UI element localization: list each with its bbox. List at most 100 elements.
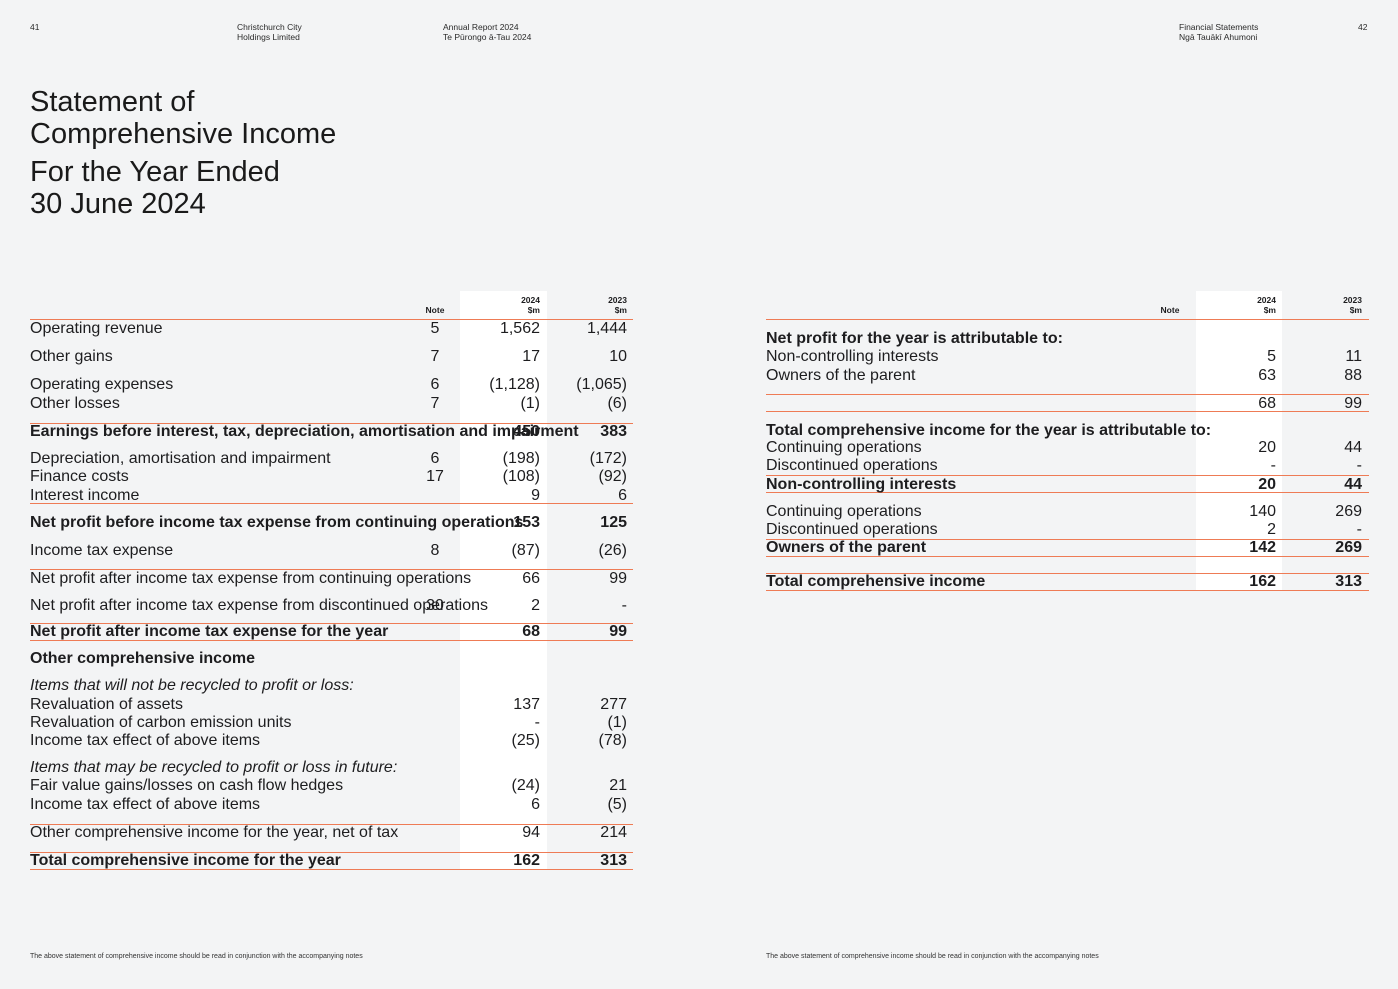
table-row: Items that will not be recycled to profi… bbox=[30, 677, 633, 694]
row-label: Discontinued operations bbox=[766, 457, 938, 474]
table-rule bbox=[766, 556, 1369, 557]
row-value-2024: (24) bbox=[511, 777, 540, 794]
row-label: Earnings before interest, tax, depreciat… bbox=[30, 423, 579, 440]
table-rule bbox=[30, 569, 633, 570]
table-row: Net profit before income tax expense fro… bbox=[30, 514, 633, 531]
table-rule bbox=[30, 623, 633, 624]
table-rule bbox=[30, 640, 633, 641]
row-value-2024: 5 bbox=[1267, 348, 1276, 365]
table-row: Other losses 7 (1) (6) bbox=[30, 395, 633, 412]
table-row: Non-controlling interests 5 11 bbox=[766, 348, 1369, 365]
row-value-2023: 383 bbox=[600, 423, 627, 440]
organisation-name: Christchurch City Holdings Limited bbox=[237, 22, 302, 42]
table-rule bbox=[766, 319, 1369, 320]
row-note: 7 bbox=[430, 395, 440, 412]
row-label: Items that will not be recycled to profi… bbox=[30, 677, 354, 694]
row-value-2024: 2 bbox=[1267, 521, 1276, 538]
row-label: Operating revenue bbox=[30, 320, 163, 337]
row-value-2024: 94 bbox=[522, 824, 540, 841]
column-header-2024-year: 2024 bbox=[1257, 295, 1276, 305]
row-label: Total comprehensive income for the year … bbox=[766, 422, 1212, 439]
row-note: 5 bbox=[430, 320, 440, 337]
row-note: 17 bbox=[426, 468, 444, 485]
row-value-2024: - bbox=[534, 714, 540, 731]
row-label: Finance costs bbox=[30, 468, 129, 485]
row-value-2024: (1) bbox=[520, 395, 540, 412]
row-value-2023: 99 bbox=[609, 623, 627, 640]
row-value-2023: (1,065) bbox=[576, 376, 627, 393]
row-value-2023: 313 bbox=[1335, 573, 1362, 590]
row-value-2023: - bbox=[1356, 521, 1362, 538]
table-rule bbox=[30, 869, 633, 870]
table-row: Discontinued operations - - bbox=[766, 457, 1369, 474]
row-label: Fair value gains/losses on cash flow hed… bbox=[30, 777, 344, 794]
row-label: Net profit after income tax expense from… bbox=[30, 597, 489, 614]
row-value-2023: 125 bbox=[600, 514, 627, 531]
row-label: Revaluation of carbon emission units bbox=[30, 714, 292, 731]
table-row: Income tax effect of above items 6 (5) bbox=[30, 796, 633, 813]
row-value-2023: - bbox=[621, 597, 627, 614]
row-label: Continuing operations bbox=[766, 503, 922, 520]
table-row: Non-controlling interests 20 44 bbox=[766, 476, 1369, 493]
table-row: Owners of the parent 63 88 bbox=[766, 367, 1369, 384]
row-value-2024: 1,562 bbox=[499, 320, 540, 337]
table-row: Revaluation of carbon emission units - (1) bbox=[30, 714, 633, 731]
column-header-2024: 2024 $m bbox=[480, 295, 540, 315]
row-value-2023: (92) bbox=[598, 468, 627, 485]
table-row: Interest income 9 6 bbox=[30, 487, 633, 504]
table-rule bbox=[766, 492, 1369, 493]
column-header-2024: 2024 $m bbox=[1216, 295, 1276, 315]
row-label: Owners of the parent bbox=[766, 539, 927, 556]
row-label: Income tax expense bbox=[30, 542, 174, 559]
row-value-2023: 99 bbox=[609, 570, 627, 587]
row-value-2023: 44 bbox=[1344, 476, 1362, 493]
report-name: Annual Report 2024 Te Pūrongo ā-Tau 2024 bbox=[443, 22, 532, 42]
table-rule bbox=[766, 475, 1369, 476]
row-value-2024: (108) bbox=[502, 468, 540, 485]
row-label: Other comprehensive income bbox=[30, 650, 255, 667]
row-value-2023: (172) bbox=[589, 450, 627, 467]
row-value-2024: 20 bbox=[1258, 476, 1276, 493]
row-value-2023: (6) bbox=[607, 395, 627, 412]
row-label: Net profit after income tax expense for … bbox=[30, 623, 389, 640]
row-label: Income tax effect of above items bbox=[30, 796, 261, 813]
table-row: Total comprehensive income for the year … bbox=[766, 422, 1369, 439]
row-value-2024: 162 bbox=[513, 852, 540, 869]
column-header-2024-unit: $m bbox=[1263, 305, 1276, 315]
row-value-2023: (1) bbox=[607, 714, 627, 731]
row-label: Other comprehensive income for the year,… bbox=[30, 824, 399, 841]
column-header-2023: 2023 $m bbox=[567, 295, 627, 315]
section-name: Financial Statements Ngā Tauākī Ahumoni bbox=[1179, 22, 1259, 42]
row-value-2024: (198) bbox=[502, 450, 540, 467]
row-label: Total comprehensive income bbox=[766, 573, 986, 590]
table-row: Earnings before interest, tax, depreciat… bbox=[30, 423, 633, 440]
row-value-2024: 63 bbox=[1258, 367, 1276, 384]
row-value-2024: 2 bbox=[531, 597, 540, 614]
row-value-2023: 11 bbox=[1345, 348, 1362, 365]
column-header-2023-year: 2023 bbox=[1343, 295, 1362, 305]
row-value-2023: 21 bbox=[609, 777, 627, 794]
row-value-2023: 44 bbox=[1344, 439, 1362, 456]
row-value-2024: (1,128) bbox=[489, 376, 540, 393]
row-label: Total comprehensive income for the year bbox=[30, 852, 341, 869]
row-value-2023: 88 bbox=[1344, 367, 1362, 384]
row-value-2024: 17 bbox=[522, 348, 540, 365]
row-label: Other gains bbox=[30, 348, 113, 365]
row-value-2024: 66 bbox=[522, 570, 540, 587]
table-rule bbox=[766, 573, 1369, 574]
table-row: Net profit after income tax expense from… bbox=[30, 597, 633, 614]
row-label: Net profit for the year is attributable … bbox=[766, 330, 1063, 347]
row-label: Discontinued operations bbox=[766, 521, 938, 538]
table-row: Finance costs 17 (108) (92) bbox=[30, 468, 633, 485]
table-rule bbox=[766, 590, 1369, 591]
column-header-2023-unit: $m bbox=[1349, 305, 1362, 315]
table-rule bbox=[30, 503, 633, 504]
page-number-left: 41 bbox=[30, 22, 40, 32]
column-header-note: Note bbox=[1160, 305, 1180, 315]
row-label: Operating expenses bbox=[30, 376, 174, 393]
table-row: Fair value gains/losses on cash flow hed… bbox=[30, 777, 633, 794]
row-label: Non-controlling interests bbox=[766, 348, 939, 365]
table-rule bbox=[30, 824, 633, 825]
table-rule bbox=[766, 539, 1369, 540]
row-value-2023: 6 bbox=[618, 487, 627, 504]
